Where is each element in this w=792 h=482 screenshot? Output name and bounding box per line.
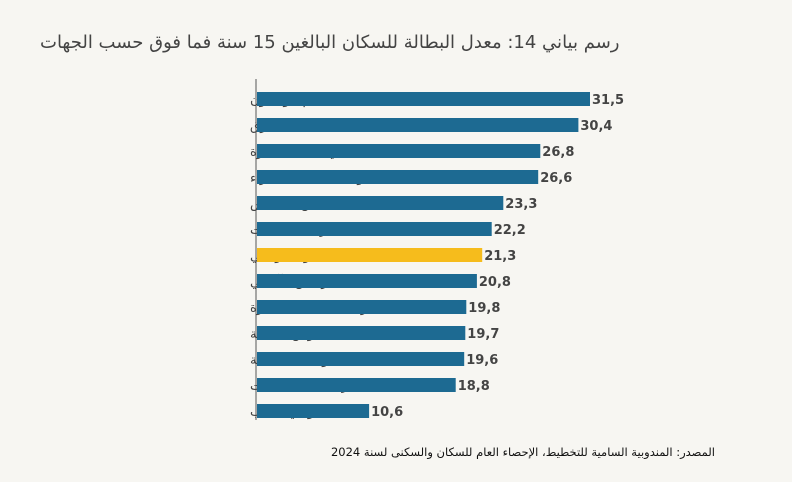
- bar-national-highlight: [257, 248, 483, 262]
- bar: [257, 378, 456, 392]
- value-label: 26,6: [540, 171, 572, 186]
- bar: [257, 274, 477, 288]
- bar: [257, 196, 504, 210]
- bar: [257, 144, 541, 158]
- value-label: 30,4: [580, 119, 612, 134]
- value-label: 21,3: [484, 249, 516, 264]
- value-label: 20,8: [479, 275, 511, 290]
- bar: [257, 352, 465, 366]
- value-label: 23,3: [505, 197, 537, 212]
- value-label: 26,8: [542, 145, 574, 160]
- value-label: 22,2: [494, 223, 526, 238]
- bar: [257, 326, 466, 340]
- chart-title: رسم بياني 14: معدل البطالة للسكان البالغ…: [40, 32, 620, 53]
- value-label: 19,7: [467, 327, 499, 342]
- value-label: 19,6: [466, 353, 498, 368]
- source-note: المصدر: المندوبية السامية للتخطيط، الإحص…: [330, 445, 715, 459]
- bar: [257, 92, 590, 106]
- bar: [257, 170, 539, 184]
- bar: [257, 118, 579, 132]
- value-label: 31,5: [592, 93, 624, 108]
- value-label: 19,8: [468, 301, 500, 316]
- value-label: 18,8: [458, 379, 490, 394]
- bar: [257, 300, 467, 314]
- bar: [257, 222, 492, 236]
- bar: [257, 404, 370, 418]
- value-label: 10,6: [371, 405, 403, 420]
